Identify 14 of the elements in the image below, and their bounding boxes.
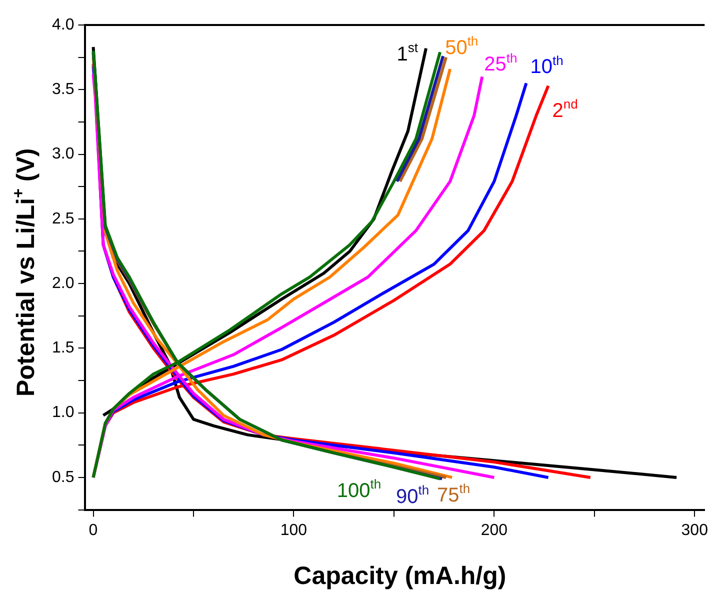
y-tick-label: 1.5 (52, 340, 74, 357)
y-tick-label: 1.0 (52, 404, 74, 422)
y-tick-label: 0.5 (52, 468, 74, 486)
y-tick-label: 2.5 (52, 210, 74, 228)
y-tick-label: 3.5 (52, 81, 74, 98)
x-tick-label: 100 (280, 522, 308, 539)
x-tick-label: 0 (88, 522, 98, 539)
y-tick-label: 4.0 (52, 16, 74, 34)
x-tick-label: 200 (480, 522, 508, 539)
y-tick-label: 3.0 (52, 146, 74, 163)
y-tick-label: 2.0 (52, 274, 74, 292)
x-tick-label: 300 (681, 522, 708, 539)
x-axis-title: Capacity (mA.h/g) (294, 562, 506, 590)
y-axis-title: Potential vs Li/Li+ (V) (10, 148, 40, 397)
